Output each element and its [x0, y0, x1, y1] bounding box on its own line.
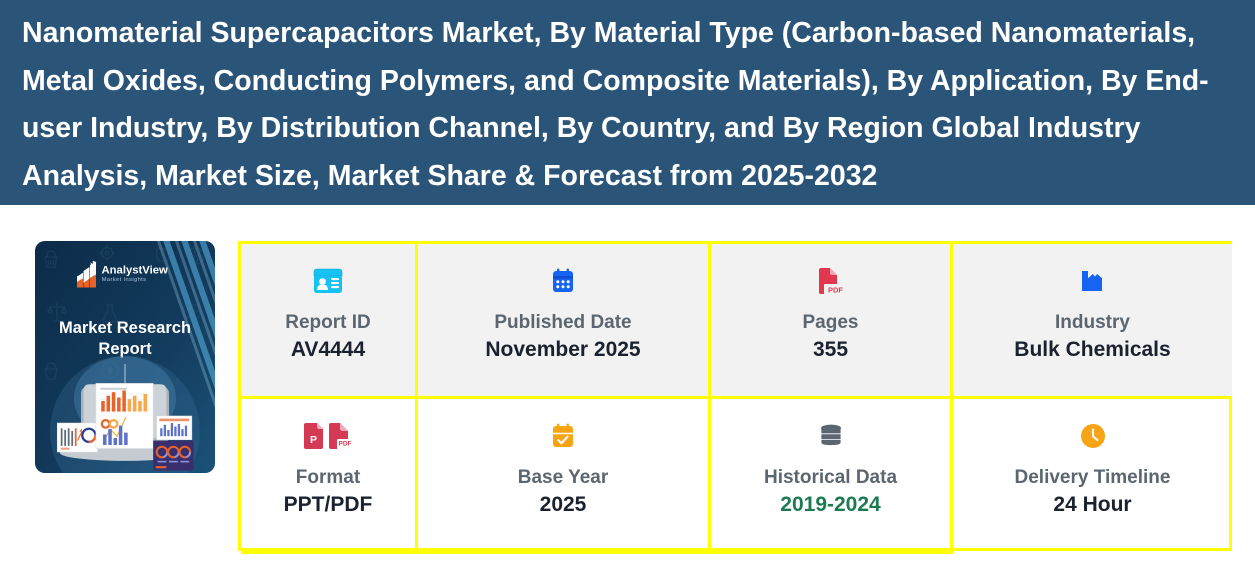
svg-text:AnalystView: AnalystView — [102, 265, 169, 277]
svg-text:Market Insights: Market Insights — [102, 277, 147, 283]
svg-text:Market Research: Market Research — [59, 319, 191, 337]
svg-text:Report: Report — [98, 340, 152, 358]
svg-text:P: P — [310, 434, 317, 446]
svg-text:PDF: PDF — [339, 441, 352, 448]
svg-text:PDF: PDF — [828, 286, 843, 295]
